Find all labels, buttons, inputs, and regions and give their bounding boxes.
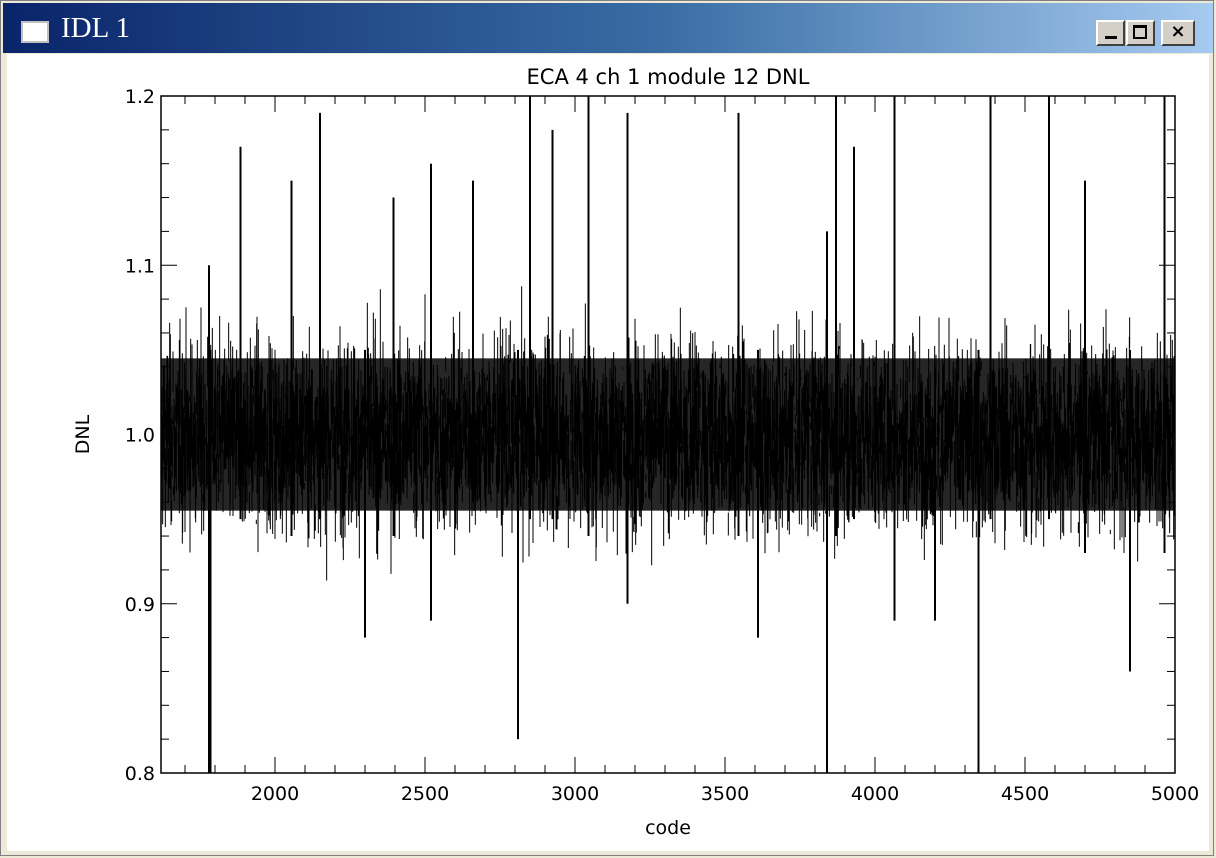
y-tick-label: 1.0 <box>125 425 155 447</box>
dnl-chart: ECA 4 ch 1 module 12 DNL code DNL 2000 25… <box>72 65 1199 839</box>
minimize-icon <box>1105 36 1117 39</box>
x-tick-label: 4000 <box>851 783 899 805</box>
close-icon: × <box>1170 21 1186 42</box>
maximize-button[interactable] <box>1126 20 1155 46</box>
window-title: IDL 1 <box>61 12 130 44</box>
title-bar[interactable]: IDL 1 × <box>3 3 1213 53</box>
x-tick-label: 4500 <box>1001 783 1049 805</box>
minimize-button[interactable] <box>1096 20 1125 46</box>
window-icon[interactable] <box>21 21 49 43</box>
close-button[interactable]: × <box>1161 20 1195 46</box>
y-tick-label: 0.9 <box>125 594 155 616</box>
plot-axes: 2000 2500 3000 3500 4000 4500 5000 0.8 0.9 1.0 1.1… <box>125 86 1199 805</box>
plot-marks <box>161 96 1175 773</box>
dnl-dense-band <box>161 358 1175 511</box>
chart-title: ECA 4 ch 1 module 12 DNL <box>527 65 810 89</box>
x-axis-label: code <box>645 817 691 839</box>
x-tick-label: 3500 <box>701 783 749 805</box>
maximize-icon <box>1133 25 1147 39</box>
y-axis-label: DNL <box>72 414 94 454</box>
x-tick-label: 3000 <box>551 783 599 805</box>
plot-area: ECA 4 ch 1 module 12 DNL code DNL 2000 25… <box>7 54 1209 851</box>
y-tick-label: 1.2 <box>125 86 155 108</box>
x-tick-label: 2000 <box>251 783 299 805</box>
x-tick-label: 5000 <box>1151 783 1199 805</box>
x-tick-label: 2500 <box>401 783 449 805</box>
y-tick-label: 0.8 <box>125 763 155 785</box>
y-tick-label: 1.1 <box>125 255 155 277</box>
